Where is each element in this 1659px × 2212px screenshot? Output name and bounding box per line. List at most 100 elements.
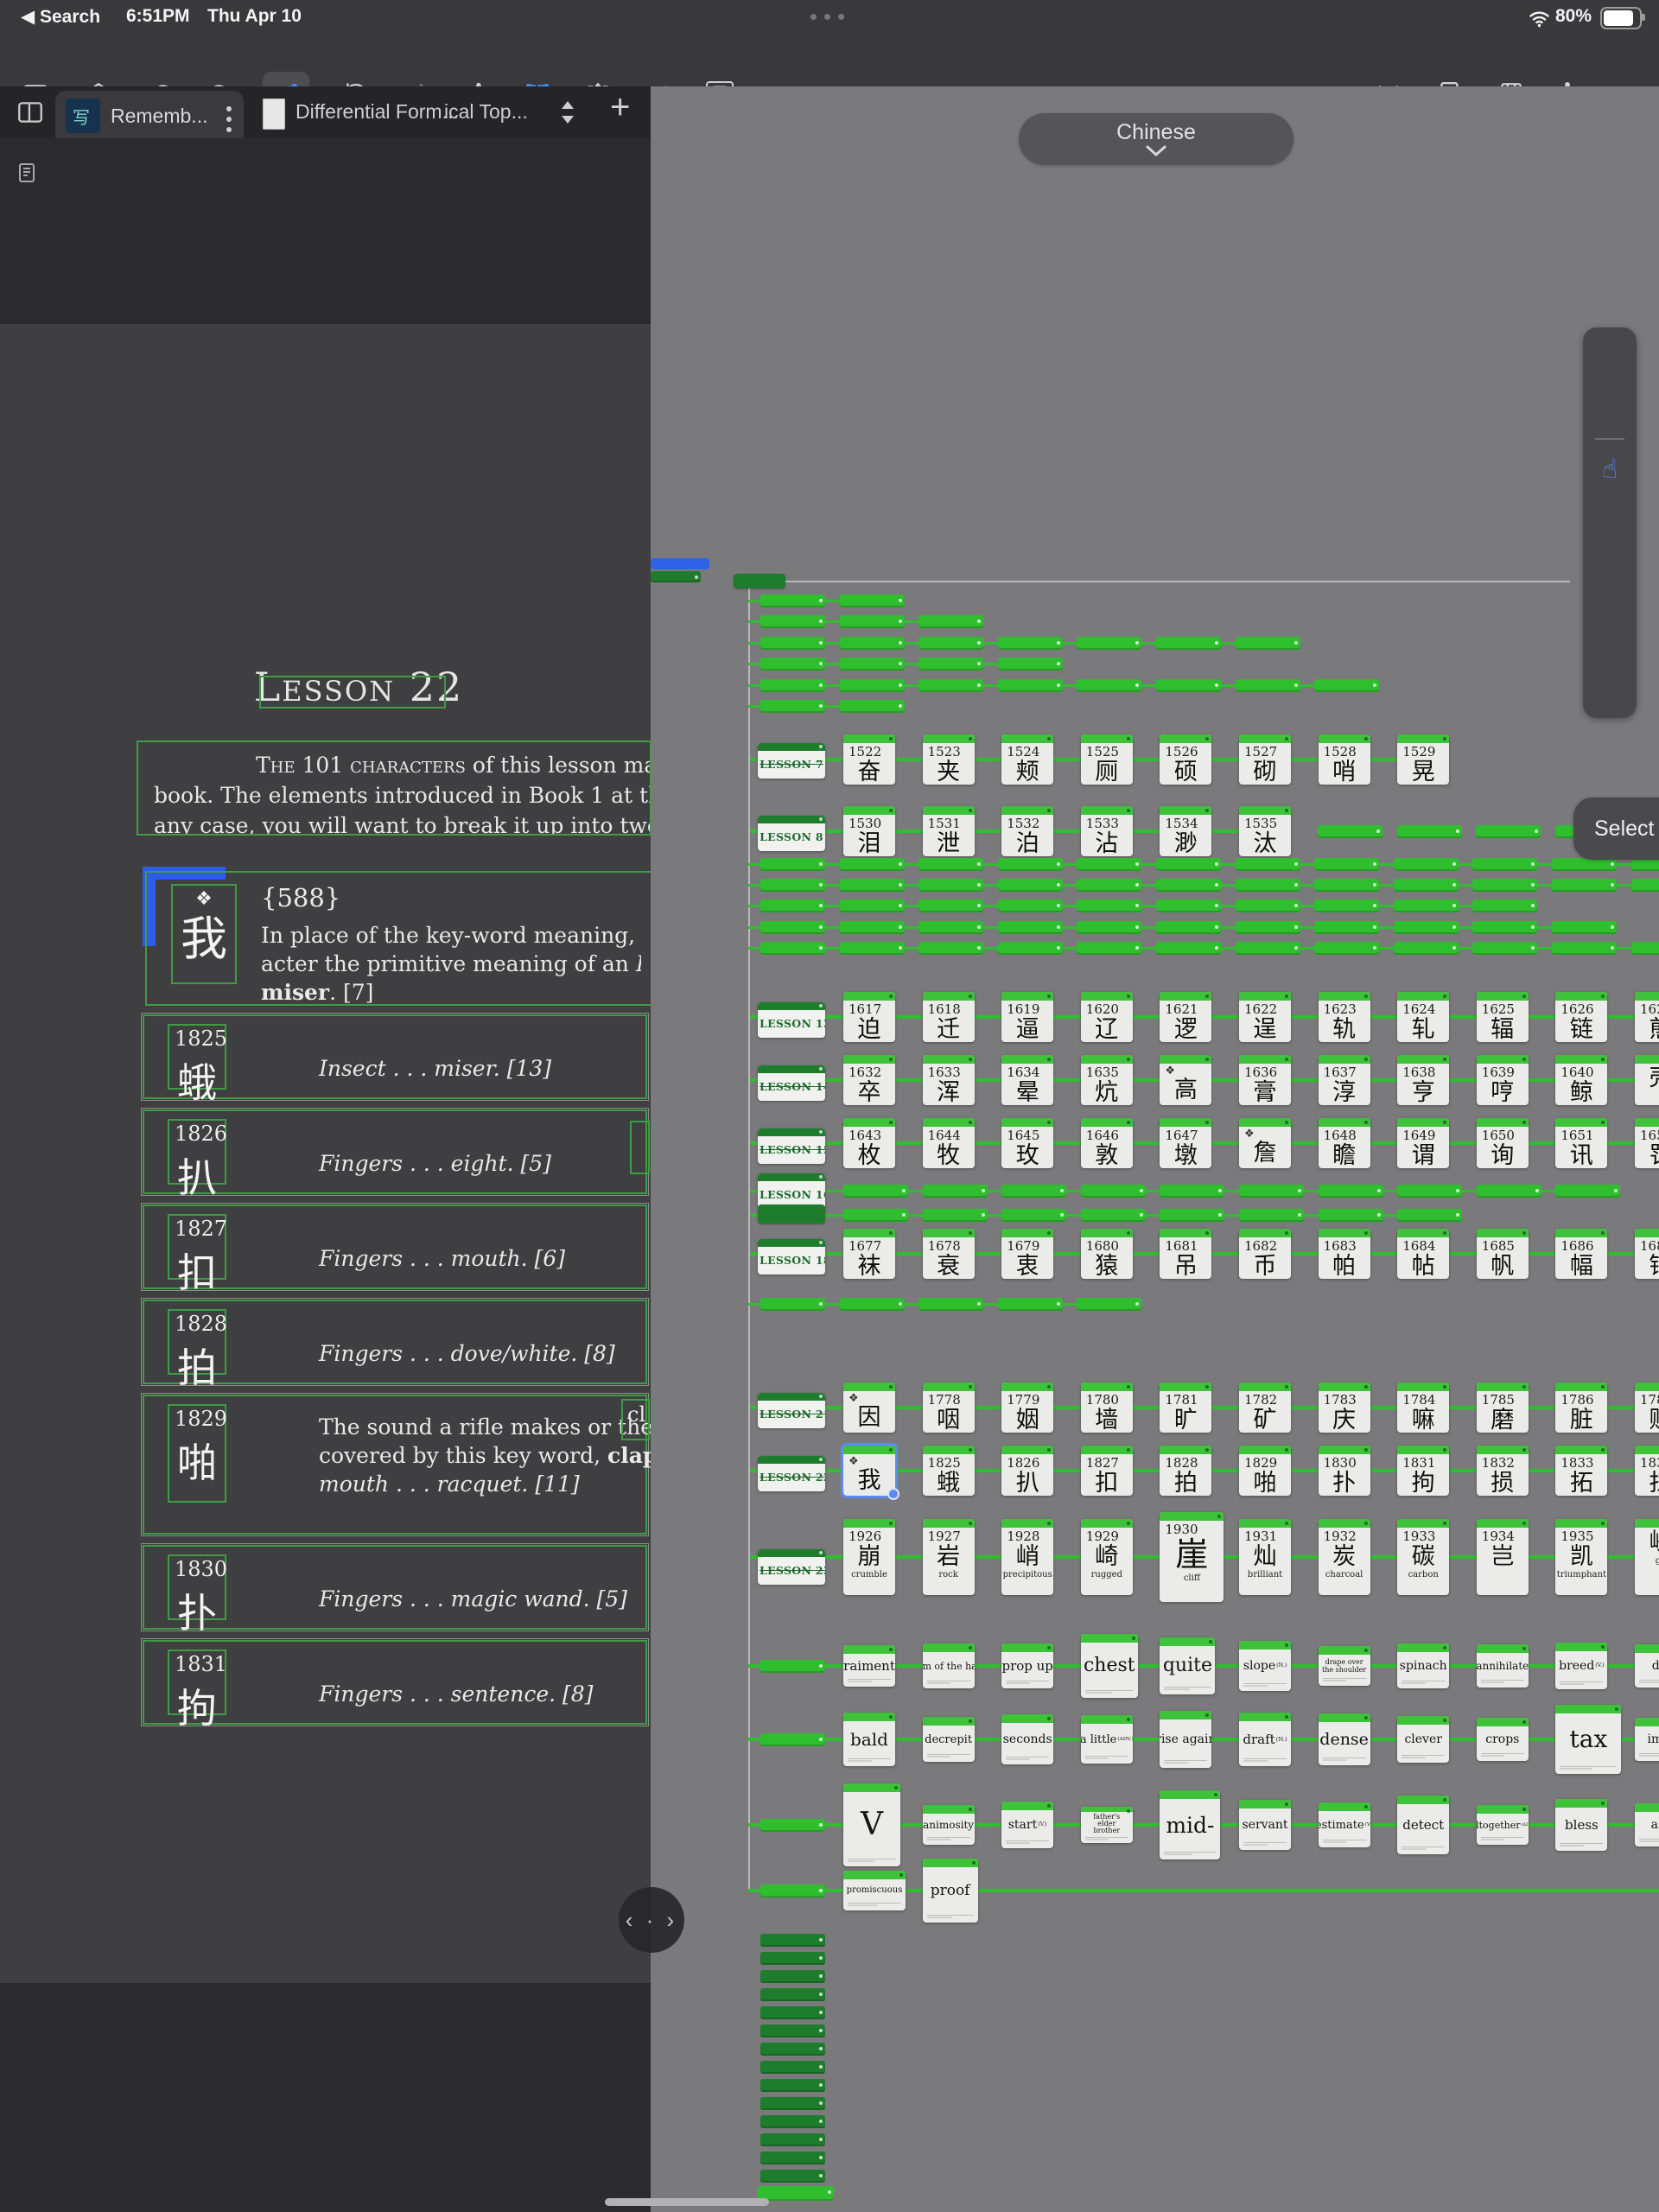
collapsed-node-bar[interactable] (1476, 825, 1541, 838)
keyword-card[interactable]: bless (1555, 1799, 1608, 1851)
hanzi-card[interactable]: 1687锦 (1635, 1229, 1659, 1279)
collapsed-node-bar[interactable] (760, 1298, 825, 1311)
lesson-node[interactable]: LESSON 18 (758, 1239, 825, 1274)
hanzi-card[interactable]: ❖ 詹 (1239, 1118, 1291, 1168)
hanzi-card[interactable]: 1778 咽 (922, 1382, 975, 1433)
collapsed-node-bar[interactable] (1156, 637, 1221, 650)
collapsed-node-bar[interactable] (1397, 1185, 1463, 1198)
hanzi-card[interactable]: 1624 轧 (1397, 992, 1450, 1042)
hanzi-card[interactable]: 1830 扑 (1318, 1446, 1370, 1496)
frame-1827[interactable]: 1827 扣 Fingers . . . mouth. [6] (141, 1203, 649, 1296)
collapsed-node-bar[interactable] (760, 1934, 825, 1947)
keyword-card[interactable]: annihilate (1476, 1644, 1529, 1688)
collapsed-node-bar[interactable] (760, 1952, 825, 1965)
hanzi-card[interactable]: 1526 硕 (1160, 734, 1212, 785)
hanzi-card[interactable]: 1935 凯 triumphant (1555, 1519, 1608, 1595)
frame-1826[interactable]: 1826 扒 Fingers . . . eight. [5] (141, 1108, 650, 1201)
hanzi-card[interactable]: 1927 岩 rock (922, 1519, 975, 1595)
hanzi-card[interactable]: 1618 迁 (922, 992, 975, 1042)
collapsed-node-bar[interactable] (1080, 1185, 1146, 1198)
collapsed-node-bar[interactable] (1630, 879, 1659, 892)
hanzi-card[interactable]: 1833 拓 (1555, 1446, 1608, 1496)
collapsed-node-bar[interactable] (997, 658, 1063, 671)
hanzi-card[interactable]: 1638 亨 (1397, 1055, 1450, 1105)
collapsed-node-bar[interactable] (1235, 879, 1300, 892)
collapsed-node-bar[interactable] (1630, 942, 1659, 955)
keyword-card[interactable]: spinach (1397, 1643, 1450, 1688)
collapsed-node-bar[interactable] (1239, 1185, 1304, 1198)
notebook-title-button[interactable]: Chinese (1019, 113, 1294, 165)
hanzi-card[interactable]: 1652罚 (1635, 1118, 1659, 1168)
hanzi-card[interactable]: 1781 旷 (1160, 1382, 1212, 1433)
collapsed-node-bar[interactable] (918, 637, 984, 650)
collapsed-node-bar[interactable] (1314, 679, 1380, 692)
collapsed-node-bar[interactable] (1552, 921, 1617, 934)
collapsed-node-bar[interactable] (760, 594, 825, 607)
collapsed-node-bar[interactable] (1552, 942, 1617, 955)
collapsed-node-bar[interactable] (760, 679, 825, 692)
keyword-card[interactable]: breed (V.) (1555, 1643, 1608, 1689)
hanzi-card[interactable]: 1779 姻 (1001, 1382, 1054, 1433)
hanzi-card[interactable]: 1926 崩 crumble (843, 1519, 895, 1595)
keyword-card[interactable]: crops (1476, 1718, 1529, 1761)
frame-1830[interactable]: 1830 扑 Fingers . . . magic wand. [5] (141, 1543, 649, 1637)
hanzi-card[interactable]: 1635 炕 (1080, 1055, 1133, 1105)
hanzi-card[interactable]: 1637 淳 (1318, 1055, 1370, 1105)
hanzi-card[interactable]: 1832 损 (1476, 1446, 1529, 1496)
back-to-search-link[interactable]: ◀ Search (21, 7, 101, 27)
hanzi-card[interactable]: 1931 灿 brilliant (1239, 1519, 1291, 1595)
selection-corner-handle[interactable] (143, 867, 226, 880)
collapsed-node-bar[interactable] (839, 637, 905, 650)
hanzi-card[interactable]: 1525 厕 (1080, 734, 1133, 785)
collapsed-node-bar[interactable] (1080, 1209, 1146, 1222)
collapsed-node-bar[interactable] (922, 1209, 988, 1222)
lesson-node[interactable]: LESSON 22 (758, 1456, 825, 1491)
collapsed-node-bar[interactable] (1077, 879, 1142, 892)
collapsed-node-bar[interactable] (758, 2186, 834, 2201)
hanzi-card[interactable]: 1648 瞻 (1318, 1118, 1370, 1168)
hanzi-card[interactable]: 1650 询 (1476, 1118, 1529, 1168)
document-panel[interactable]: Lesson 22 The 101 characters of this les… (0, 138, 651, 2212)
keyword-card[interactable]: imm (1635, 1718, 1659, 1761)
collapsed-node-bar[interactable] (843, 1209, 908, 1222)
collapsed-node-bar[interactable] (839, 899, 905, 912)
collapsed-node-bar[interactable] (760, 1660, 825, 1673)
keyword-card[interactable]: slope (N.) (1239, 1641, 1291, 1691)
collapsed-node-bar[interactable] (1314, 879, 1380, 892)
frame-588[interactable]: ❖ 我 {588} In place of the key-word meani… (145, 871, 651, 1006)
hanzi-card[interactable]: 1785 磨 (1476, 1382, 1529, 1433)
hanzi-card[interactable]: 1527 砌 (1239, 734, 1291, 785)
keyword-card[interactable]: mid- (1160, 1790, 1221, 1859)
collapsed-node-bar[interactable] (760, 1970, 825, 1983)
collapsed-node-bar[interactable] (1077, 1298, 1142, 1311)
hanzi-card[interactable]: 1831 拘 (1397, 1446, 1450, 1496)
keyword-card[interactable]: raiment (843, 1645, 895, 1687)
collapsed-node-bar[interactable] (839, 879, 905, 892)
keyword-card[interactable]: father's elder brother (1080, 1807, 1133, 1843)
lesson-node[interactable]: LESSON 14 (758, 1065, 825, 1101)
hanzi-card[interactable]: 1639 哼 (1476, 1055, 1529, 1105)
collapsed-node-bar[interactable] (760, 658, 825, 671)
collapsed-node-bar[interactable] (760, 858, 825, 871)
collapsed-node-bar[interactable] (997, 921, 1063, 934)
keyword-card[interactable]: rise again (1160, 1711, 1212, 1768)
collapsed-node-bar[interactable] (1001, 1209, 1067, 1222)
hanzi-card[interactable]: 1828 拍 (1160, 1446, 1212, 1496)
keyword-card[interactable]: ass (1635, 1803, 1659, 1847)
hanzi-card[interactable]: 1522 奋 (843, 734, 895, 785)
hanzi-card[interactable]: 1933 碳 carbon (1397, 1519, 1450, 1595)
lesson-node[interactable]: LESSON 8 (758, 816, 825, 851)
hanzi-card[interactable]: 1677 袜 (843, 1229, 895, 1279)
hanzi-card[interactable]: 1528 哨 (1318, 734, 1370, 785)
collapsed-node-bar[interactable] (1393, 879, 1459, 892)
collapsed-node-bar[interactable] (1156, 879, 1221, 892)
collapsed-node-bar[interactable] (1235, 942, 1300, 955)
frame-1825[interactable]: 1825 蛾 Insect . . . miser. [13] (141, 1013, 649, 1106)
hanzi-card[interactable]: 1636 膏 (1239, 1055, 1291, 1105)
collapsed-node-bar[interactable] (1630, 858, 1659, 871)
collapsed-node-bar[interactable] (1393, 858, 1459, 871)
collapsed-node-bar[interactable] (1160, 1209, 1225, 1222)
collapsed-node-bar[interactable] (760, 2061, 825, 2074)
hanzi-card[interactable]: 峡go (1635, 1519, 1659, 1595)
collapsed-node-bar[interactable] (1156, 942, 1221, 955)
